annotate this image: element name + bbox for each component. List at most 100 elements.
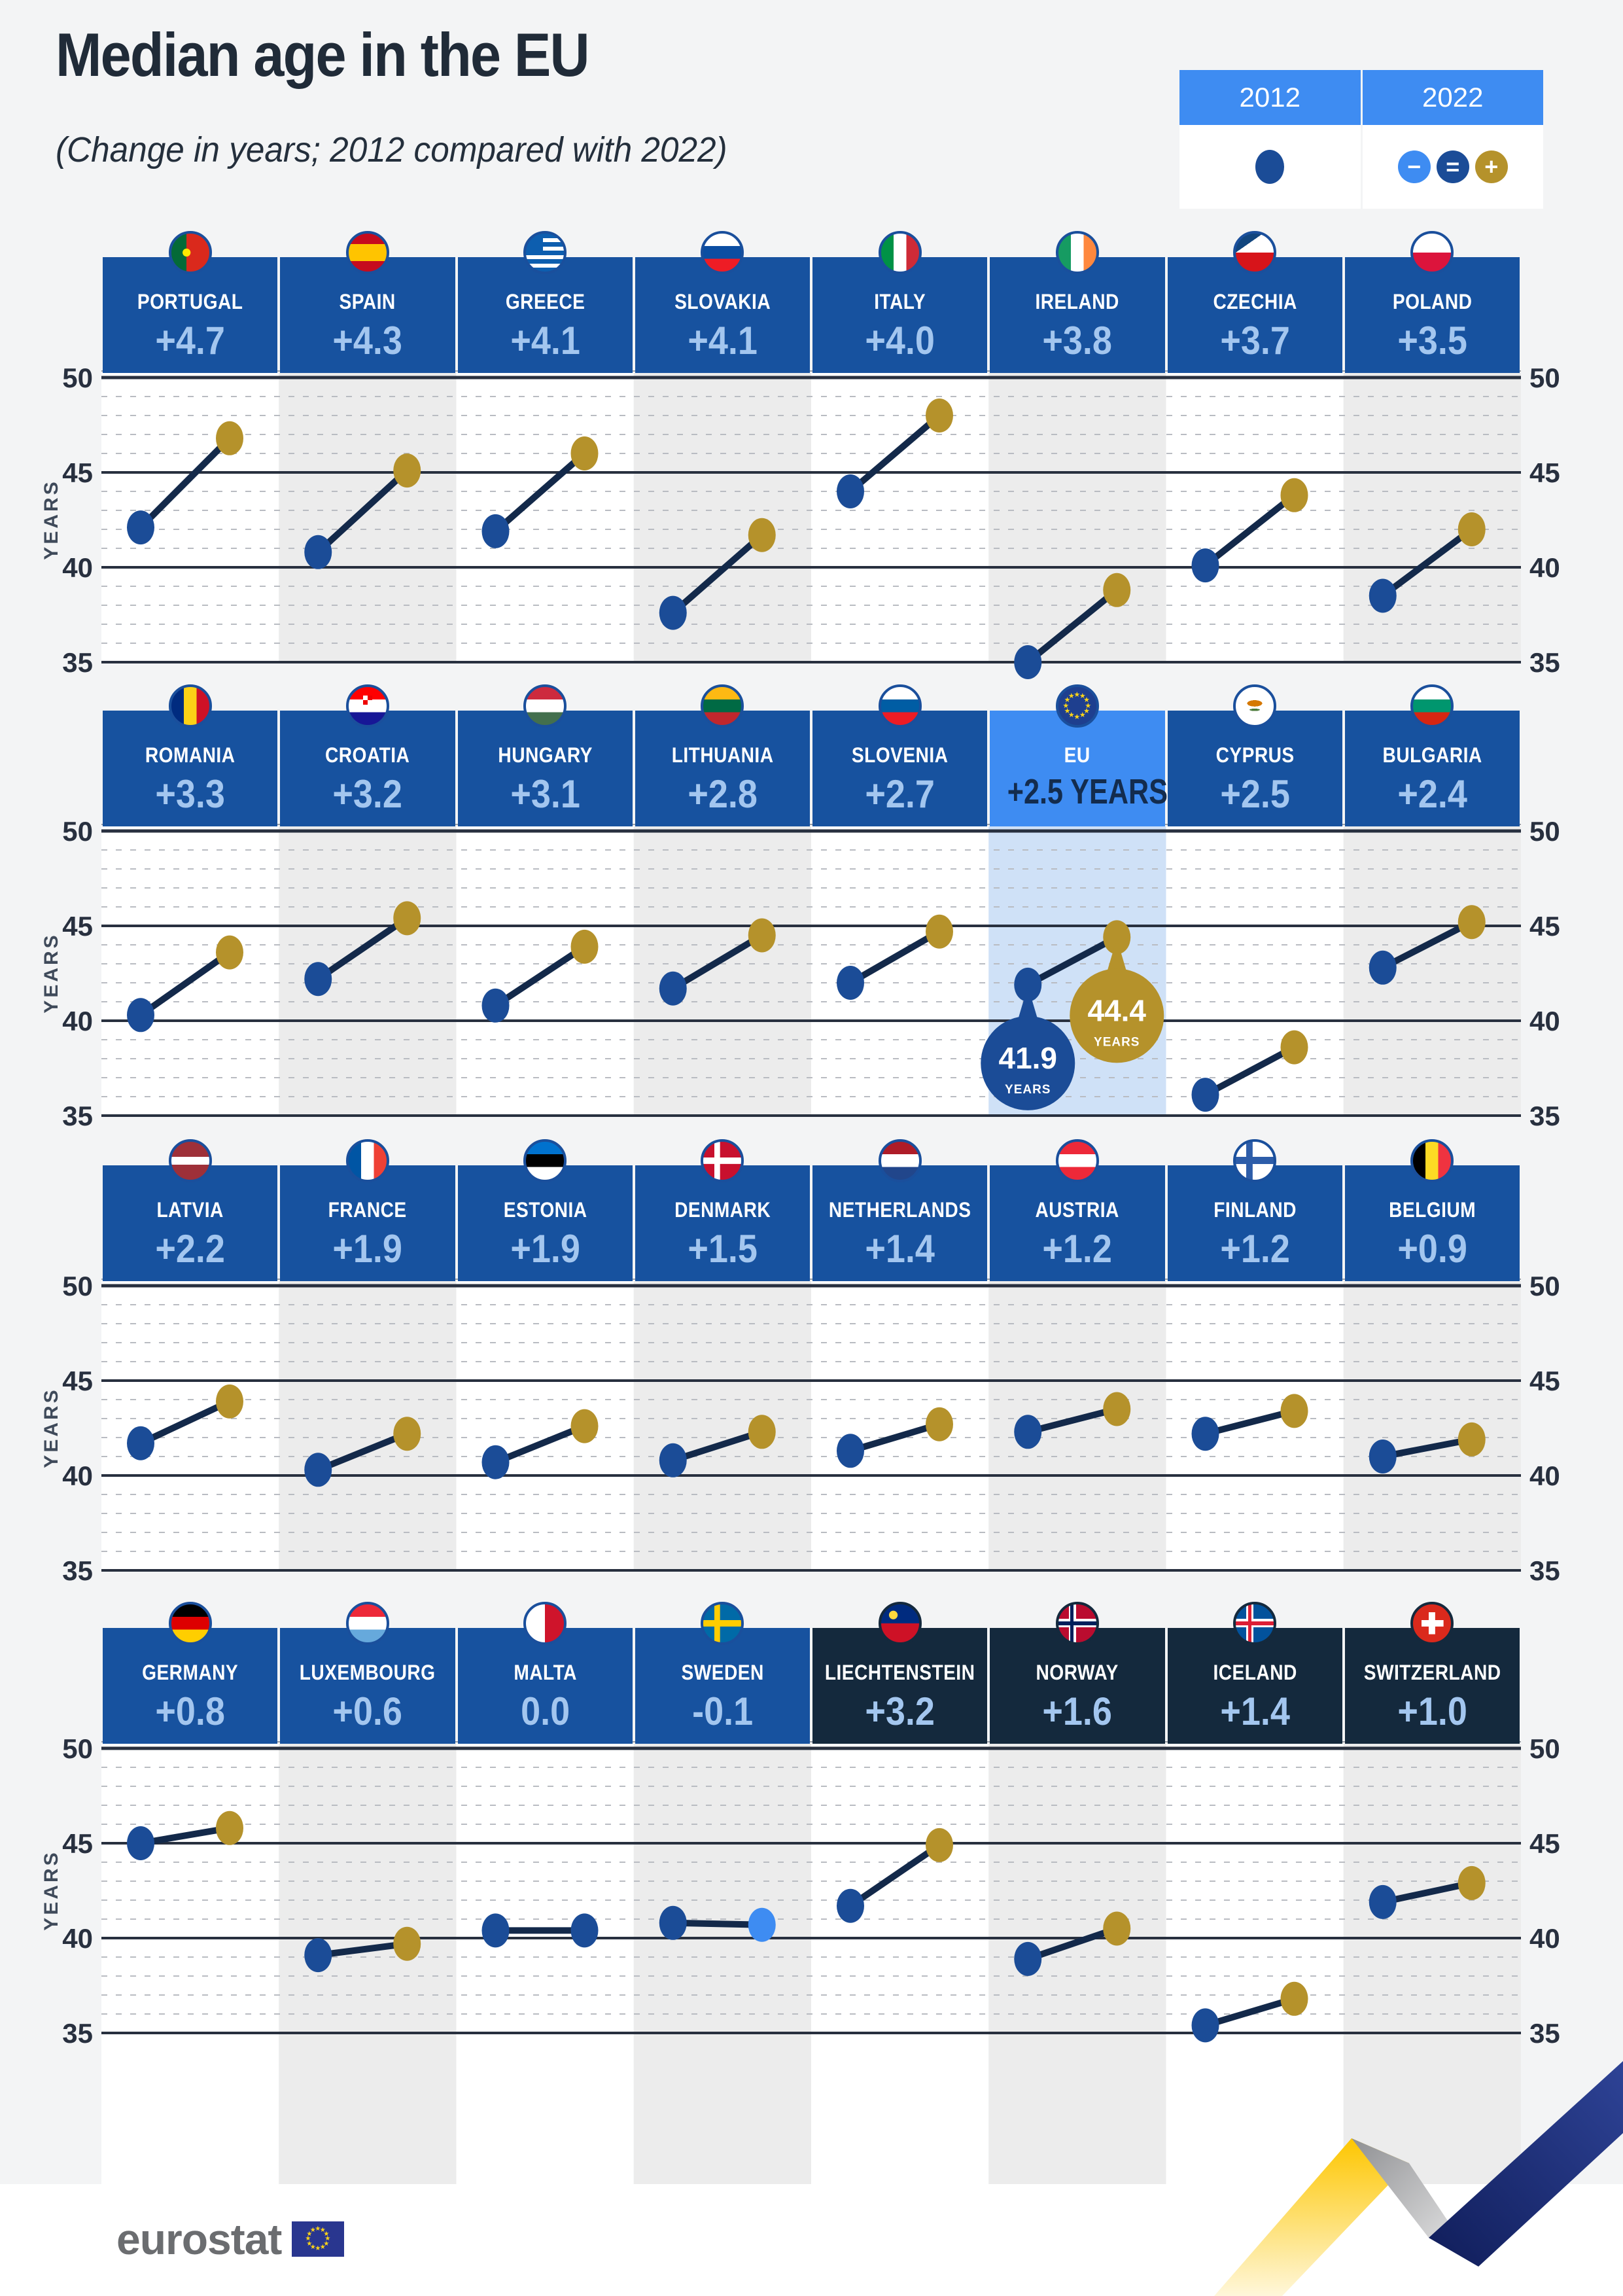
dot-2012-cyprus bbox=[1191, 1078, 1219, 1112]
eu-star-icon: ★ bbox=[315, 2225, 321, 2233]
column-stripe-belgium bbox=[1343, 1281, 1521, 1570]
y-tick-right-40: 40 bbox=[1529, 552, 1560, 583]
country-change-austria: +1.2 bbox=[1042, 1227, 1113, 1271]
eu-star-icon: ★ bbox=[324, 2235, 331, 2242]
row-1-chart: 50 50 45 45 40 40 35 35 YEARS bbox=[41, 362, 1560, 679]
flag-luxembourg-icon bbox=[345, 1602, 389, 1645]
country-name-spain: SPAIN bbox=[339, 290, 396, 313]
country-panel-spain: SPAIN +4.3 bbox=[280, 257, 455, 373]
eu-star-icon: ★ bbox=[306, 2230, 313, 2238]
slope-hungary bbox=[481, 929, 599, 1023]
country-panel-lithuania: LITHUANIA +2.8 bbox=[635, 711, 810, 826]
slope-poland bbox=[1369, 512, 1486, 613]
dot-2012-eu bbox=[1014, 967, 1042, 1002]
flag-liechtenstein-icon bbox=[878, 1602, 922, 1645]
y-tick-right-40: 40 bbox=[1529, 1460, 1560, 1491]
dot-2022-romania bbox=[216, 935, 243, 970]
y-tick-right-35: 35 bbox=[1529, 1101, 1560, 1131]
country-panel-croatia: CROATIA +3.2 bbox=[280, 711, 455, 826]
slope-eu: 41.9 YEARS 44.4 YEARS bbox=[981, 920, 1164, 1110]
y-tick-right-35: 35 bbox=[1529, 2018, 1560, 2049]
eu-star-icon: ★ bbox=[1085, 701, 1092, 710]
slope-latvia bbox=[127, 1384, 243, 1460]
y-axis-label: YEARS bbox=[41, 1387, 62, 1468]
y-tick-right-40: 40 bbox=[1529, 1923, 1560, 1954]
country-change-ireland: +3.8 bbox=[1042, 319, 1113, 362]
eu-star-icon: ★ bbox=[1073, 713, 1081, 721]
flag-lithuania-icon bbox=[701, 684, 744, 728]
flag-spain-icon bbox=[345, 231, 389, 274]
flag-norway-icon bbox=[1055, 1602, 1099, 1645]
slope-spain bbox=[304, 453, 421, 569]
slope-belgium bbox=[1369, 1422, 1486, 1474]
column-stripe-norway bbox=[988, 1744, 1166, 2184]
y-tick-right-50: 50 bbox=[1529, 816, 1560, 847]
flag-slovenia-icon bbox=[878, 684, 922, 728]
country-panel-cyprus: CYPRUS +2.5 bbox=[1167, 711, 1342, 826]
country-change-malta: 0.0 bbox=[520, 1689, 570, 1733]
dot-2012-greece bbox=[481, 514, 510, 548]
country-change-switzerland: +1.0 bbox=[1397, 1689, 1467, 1733]
country-name-germany: GERMANY bbox=[142, 1661, 239, 1684]
slope-croatia bbox=[304, 901, 421, 997]
row-3-chart: 50 50 45 45 40 40 35 35 YEARS bbox=[41, 1271, 1560, 1586]
country-change-norway: +1.6 bbox=[1042, 1689, 1113, 1733]
eu-star-icon: ★ bbox=[1083, 707, 1090, 715]
slope-portugal bbox=[127, 421, 243, 545]
slope-liechtenstein bbox=[837, 1828, 953, 1923]
flag-denmark-icon bbox=[701, 1139, 744, 1182]
country-panel-liechtenstein: LIECHTENSTEIN +3.2 bbox=[812, 1628, 988, 1744]
country-panel-switzerland: SWITZERLAND +1.0 bbox=[1344, 1628, 1520, 1744]
dot-2012-iceland bbox=[1191, 2008, 1219, 2043]
eu-star-icon: ★ bbox=[323, 2240, 330, 2248]
dot-2012-poland bbox=[1369, 578, 1397, 613]
country-change-croatia: +3.2 bbox=[332, 772, 403, 816]
slope-lithuania bbox=[659, 918, 776, 1006]
eu-star-icon: ★ bbox=[309, 2227, 316, 2234]
country-change-slovenia: +2.7 bbox=[865, 772, 935, 816]
country-name-sweden: SWEDEN bbox=[681, 1661, 764, 1684]
country-panel-belgium: BELGIUM +0.9 bbox=[1344, 1165, 1520, 1281]
flag-bulgaria-icon bbox=[1410, 684, 1454, 728]
slope-france bbox=[304, 1417, 421, 1487]
country-panel-iceland: ICELAND +1.4 bbox=[1167, 1628, 1342, 1744]
eu-star-icon: ★ bbox=[309, 2243, 316, 2251]
country-name-malta: MALTA bbox=[513, 1661, 577, 1684]
flag-sweden-icon bbox=[701, 1602, 744, 1645]
legend-2022-body: − = + bbox=[1362, 125, 1543, 209]
column-stripe-poland bbox=[1343, 373, 1521, 662]
y-tick-right-45: 45 bbox=[1529, 1366, 1560, 1396]
dot-2022-hungary bbox=[570, 929, 599, 964]
dot-2022-portugal bbox=[216, 421, 243, 455]
dot-2022-denmark bbox=[748, 1415, 776, 1449]
country-change-denmark: +1.5 bbox=[688, 1227, 758, 1271]
y-tick-right-50: 50 bbox=[1529, 1271, 1560, 1301]
country-panel-ireland: IRELAND +3.8 bbox=[990, 257, 1165, 373]
y-tick-right-50: 50 bbox=[1529, 1733, 1560, 1764]
dot-2012-portugal bbox=[127, 510, 154, 545]
eu-2012-callout bbox=[981, 1016, 1075, 1110]
country-name-austria: AUSTRIA bbox=[1035, 1198, 1119, 1222]
country-panel-france: FRANCE +1.9 bbox=[280, 1165, 455, 1281]
column-stripe-greece bbox=[456, 373, 634, 662]
country-change-cyprus: +2.5 bbox=[1219, 772, 1290, 816]
eu-star-icon: ★ bbox=[1079, 711, 1086, 720]
column-stripe-slovenia bbox=[811, 826, 989, 1116]
dot-2012-sweden bbox=[659, 1905, 687, 1940]
country-name-bulgaria: BULGARIA bbox=[1382, 743, 1482, 767]
y-tick-right-50: 50 bbox=[1529, 362, 1560, 393]
slope-austria bbox=[1014, 1392, 1131, 1449]
country-name-france: FRANCE bbox=[328, 1198, 407, 1222]
country-panel-slovakia: SLOVAKIA +4.1 bbox=[635, 257, 810, 373]
country-panel-hungary: HUNGARY +3.1 bbox=[457, 711, 633, 826]
dot-2022-malta bbox=[570, 1913, 599, 1948]
dot-2022-greece bbox=[570, 436, 599, 470]
country-change-finland: +1.2 bbox=[1219, 1227, 1290, 1271]
row-2-chart: 50 50 45 45 40 40 35 35 YEARS 41.9 YEARS 44.4 YEARS bbox=[41, 816, 1560, 1131]
country-change-liechtenstein: +3.2 bbox=[865, 1689, 935, 1733]
dot-2022-czechia bbox=[1280, 478, 1308, 512]
country-name-romania: ROMANIA bbox=[145, 743, 236, 767]
column-stripe-latvia bbox=[101, 1281, 279, 1570]
dot-2012-ireland bbox=[1014, 645, 1042, 679]
flag-italy-icon bbox=[878, 231, 922, 274]
